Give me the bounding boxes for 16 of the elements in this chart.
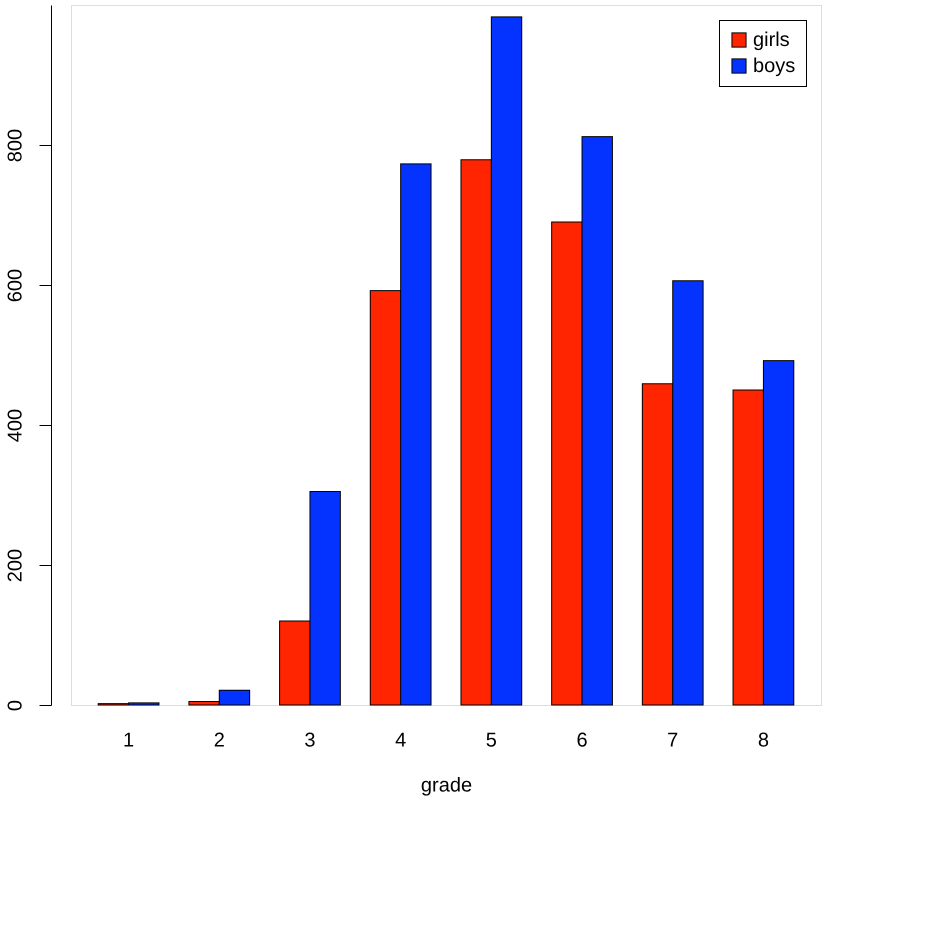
y-tick-label: 400: [4, 408, 26, 442]
y-tick-label: 600: [4, 268, 26, 302]
y-tick-label: 200: [4, 548, 26, 582]
y-tick-label: 0: [4, 700, 26, 712]
x-tick-label: 2: [214, 730, 225, 752]
x-tick-label: 4: [395, 730, 406, 752]
x-tick-label: 6: [576, 730, 588, 752]
x-tick-label: 3: [304, 730, 316, 752]
legend-label: boys: [753, 55, 796, 77]
x-axis-title: grade: [420, 774, 472, 796]
x-tick-label: 7: [667, 730, 678, 752]
x-tick-label: 8: [758, 730, 769, 752]
y-tick-label: 800: [4, 128, 26, 162]
legend-label: girls: [753, 29, 790, 51]
x-tick-label: 5: [486, 730, 497, 752]
x-tick-label: 1: [123, 730, 134, 752]
